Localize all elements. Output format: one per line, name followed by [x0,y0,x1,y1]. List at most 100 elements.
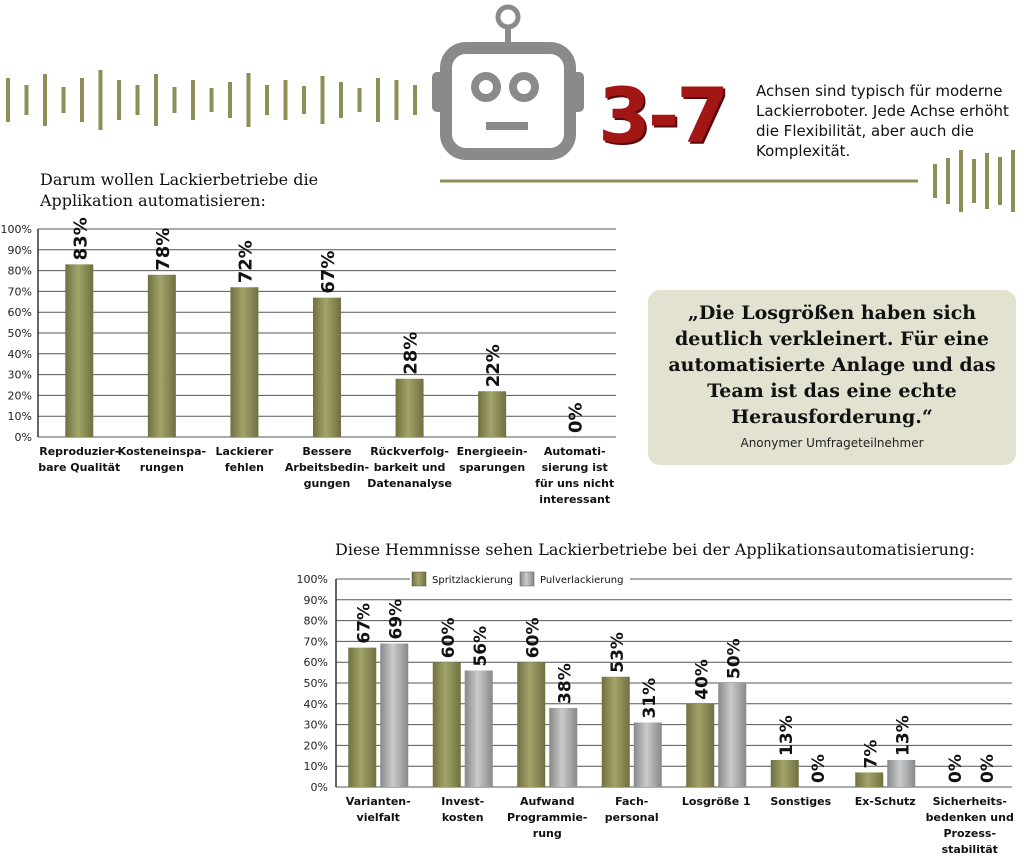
y-tick-label: 70% [8,285,32,298]
y-tick-label: 80% [8,265,32,278]
wave-bar [320,76,325,124]
x-tick-label: Arbeitsbedin- [285,461,369,474]
x-tick-label: rung [533,827,562,840]
y-tick-label: 30% [8,369,32,382]
x-tick-label: vielfalt [357,811,400,824]
bar-value-label: 72% [235,240,256,283]
y-tick-label: 10% [8,410,32,423]
x-tick-label: sierung ist [542,461,608,474]
bar-value-label: 31% [640,678,660,719]
y-tick-label: 20% [304,739,328,752]
wave-bar [283,80,288,120]
wave-bar [209,88,214,112]
y-tick-label: 20% [8,389,32,402]
axes-description: Achsen sind typisch für moderne Lackierr… [756,82,1009,160]
bar-1-2 [549,707,578,787]
x-tick-label: sparungen [459,461,525,474]
x-tick-label: personal [605,811,659,824]
bar-value-label: 0% [978,754,998,783]
chart1-title: Darum wollen Lackierbetriebe die Applika… [40,170,319,210]
wave-bar [24,85,29,115]
y-tick-label: 50% [304,677,328,690]
y-tick-label: 90% [8,244,32,257]
bar-1-4 [718,683,747,787]
bar-value-label: 78% [153,228,174,271]
y-tick-label: 60% [304,656,328,669]
bar-value-label: 60% [439,617,459,658]
x-tick-label: Prozess- [943,827,996,840]
bar-0-2 [517,662,546,787]
y-tick-label: 50% [8,327,32,340]
wave-bar [376,78,380,122]
wave-bar [154,74,158,126]
wave-bar [61,87,66,113]
x-tick-label: Fach- [615,795,648,808]
x-tick-label: Rückverfolg- [370,445,449,458]
bar-value-label: 67% [354,603,374,644]
y-tick-label: 60% [8,306,32,319]
bar-value-label: 50% [724,638,744,679]
wave-bar [6,78,10,122]
header-decoration [6,4,1015,212]
wave-bar [172,87,177,113]
bar-value-label: 40% [692,659,712,700]
x-tick-label: Automati- [544,445,606,458]
legend-swatch [411,571,427,587]
bar-value-label: 22% [483,344,504,387]
bar-value-label: 60% [523,617,543,658]
wave-bar [972,159,976,203]
bar-value-label: 28% [401,332,422,375]
x-tick-label: Sicherheits- [933,795,1007,808]
x-tick-label: Kosteneinspa- [118,445,206,458]
wave-bar [246,73,251,127]
bar-1 [147,274,176,437]
x-tick-label: Varianten- [346,795,411,808]
bar-0-5 [770,759,799,787]
wave-bar [302,86,306,114]
legend-swatch [519,571,535,587]
x-tick-label: Sonstiges [770,795,831,808]
wave-bar [413,85,417,115]
x-tick-label: stabilität [942,843,998,856]
bar-1-1 [464,670,493,787]
bar-3 [313,297,341,437]
y-tick-label: 100% [297,573,328,586]
bar-0-3 [601,676,630,787]
chart2-title: Diese Hemmnisse sehen Lackierbetriebe be… [335,540,975,559]
x-tick-label: barkeit und [374,461,446,474]
wave-bar [959,150,963,212]
bar-0-4 [686,703,715,787]
y-tick-label: 0% [311,781,328,794]
legend-bg [518,570,630,588]
bar-value-label: 7% [861,740,881,769]
sound-wave-left [6,70,417,130]
x-tick-label: Losgröße 1 [682,795,751,808]
y-tick-label: 40% [304,698,328,711]
x-tick-label: Reproduzier- [39,445,119,458]
wave-bar [339,82,343,118]
legend: Spritzlackierung Pulverlackierung [410,570,630,588]
bar-value-label: 69% [386,599,406,640]
x-tick-label: für uns nicht [535,477,614,490]
wave-bar [191,80,195,120]
bar-value-label: 56% [471,626,491,667]
quote-author: Anonymer Umfrageteilnehmer [740,436,924,450]
x-tick-label: Energieein- [457,445,528,458]
axes-count-number: 3-7 [598,71,729,160]
y-tick-label: 10% [304,760,328,773]
wave-bar [265,85,269,115]
bar-value-label: 0% [566,402,587,433]
bar-1-3 [633,722,662,787]
x-tick-label: Programmie- [507,811,588,824]
wave-bar [985,153,989,209]
bar-5 [478,391,507,437]
x-tick-label: Datenanalyse [367,477,452,490]
bar-value-label: 38% [555,663,575,704]
legend-bg [410,570,522,588]
x-tick-label: bare Qualität [38,461,120,474]
bar-0-1 [432,662,461,787]
x-tick-label: Aufwand [520,795,574,808]
robot-icon [432,4,584,160]
bar-0-6 [855,772,884,787]
legend-label: Pulverlackierung [540,575,623,586]
